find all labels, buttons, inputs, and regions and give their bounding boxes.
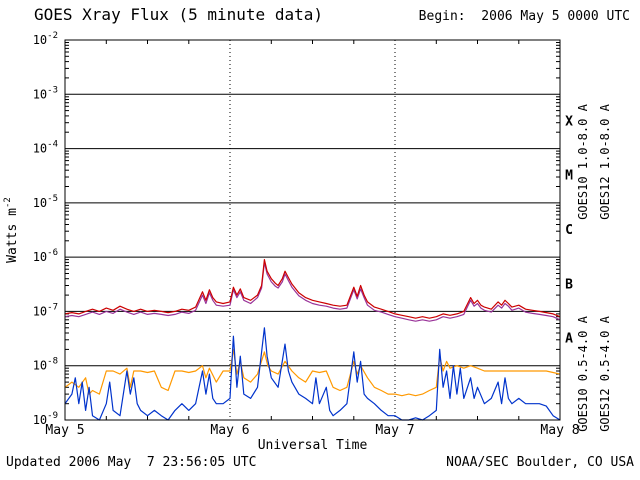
y-tick-label: 10-4 <box>33 140 58 156</box>
flare-class-M: M <box>565 169 573 184</box>
flare-class-X: X <box>565 114 573 129</box>
x-tick-label: May 6 <box>210 423 249 438</box>
legend-goes10-long: GOES10 1.0-8.0 A <box>576 103 590 219</box>
series-goes12-long <box>64 259 561 319</box>
y-tick-label: 10-5 <box>33 194 58 210</box>
plot-frame <box>64 39 561 421</box>
x-tick-label: May 8 <box>540 423 579 438</box>
x-tick-label: May 7 <box>375 423 414 438</box>
legend-goes12-long: GOES12 1.0-8.0 A <box>598 103 612 219</box>
y-axis-label: Watts m-2 <box>3 197 20 263</box>
flare-class-A: A <box>565 332 573 347</box>
series-goes12-short <box>64 327 561 421</box>
begin-timestamp: Begin: 2006 May 5 0000 UTC <box>418 9 630 24</box>
flare-class-C: C <box>565 223 573 238</box>
y-tick-label: 10-2 <box>33 31 58 47</box>
x-axis-label: Universal Time <box>258 438 368 453</box>
legend-goes12-short: GOES12 0.5-4.0 A <box>598 315 612 431</box>
y-tick-label: 10-3 <box>33 85 58 101</box>
chart-title: GOES Xray Flux (5 minute data) <box>34 5 323 24</box>
credit-label: NOAA/SEC Boulder, CO USA <box>446 455 634 470</box>
y-tick-label: 10-8 <box>33 357 58 373</box>
legend-goes10-short: GOES10 0.5-4.0 A <box>576 315 590 431</box>
x-tick-label: May 5 <box>45 423 84 438</box>
series-goes10-short <box>64 348 561 397</box>
flare-class-B: B <box>565 277 573 292</box>
y-tick-label: 10-6 <box>33 248 58 264</box>
updated-timestamp: Updated 2006 May 7 23:56:05 UTC <box>6 455 257 470</box>
y-tick-label: 10-7 <box>33 302 58 318</box>
series-goes10-long <box>64 261 561 322</box>
